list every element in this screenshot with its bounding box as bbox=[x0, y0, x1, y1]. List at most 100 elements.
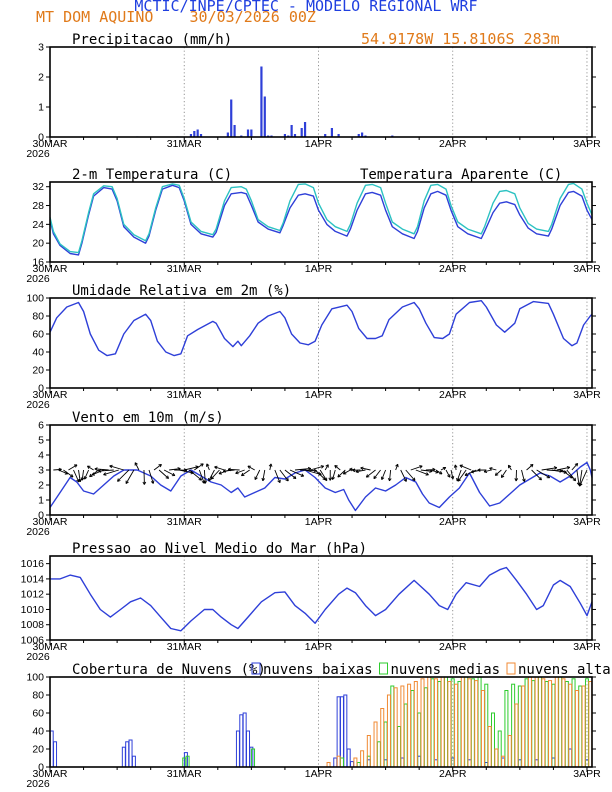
bar bbox=[554, 676, 559, 768]
bar bbox=[490, 712, 495, 768]
plot-frame bbox=[49, 297, 593, 389]
wind-arrow bbox=[254, 469, 261, 480]
bar bbox=[324, 134, 327, 137]
x-tick-label: 30MAR bbox=[32, 389, 67, 401]
panel-title: Precipitacao (mm/h) bbox=[72, 32, 232, 48]
bar bbox=[242, 712, 247, 768]
y-tick-label: 80 bbox=[32, 311, 44, 323]
panel-title: Pressao ao Nivel Medio do Mar (hPa) bbox=[72, 541, 367, 557]
y-tick-label: 1012 bbox=[21, 589, 45, 601]
wind-arrow-head bbox=[206, 463, 210, 467]
bar bbox=[524, 678, 529, 768]
bar bbox=[457, 681, 462, 768]
bar bbox=[337, 134, 340, 137]
bar bbox=[521, 685, 526, 768]
y-tick-label: 80 bbox=[32, 690, 44, 702]
legend-label: nuvens medias bbox=[391, 662, 501, 678]
y-tick-label: 16 bbox=[32, 257, 44, 269]
wind-arrow bbox=[457, 469, 467, 482]
wind-arrow bbox=[483, 469, 492, 473]
x-tick-label: 30MAR bbox=[32, 138, 67, 150]
bar bbox=[541, 678, 546, 768]
y-tick-label: 20 bbox=[32, 365, 44, 377]
wind-arrow bbox=[53, 468, 62, 471]
plot-frame bbox=[49, 676, 593, 768]
bar bbox=[578, 685, 583, 768]
wind-arrow bbox=[68, 464, 78, 471]
panel-5: 1006 1008 1010 1012 1014 1016 30MAR 31MAR 1APR 2A… bbox=[21, 541, 601, 663]
y-tick-label: 1016 bbox=[21, 558, 45, 570]
wind-arrow bbox=[489, 467, 497, 471]
wind-arrow-head bbox=[387, 478, 392, 482]
x-tick-label: 1APR bbox=[305, 641, 333, 653]
wind-arrow-head bbox=[98, 469, 102, 473]
x-tick-label: 2APR bbox=[439, 768, 467, 780]
wind-arrow bbox=[241, 469, 250, 477]
wind-arrow-head bbox=[538, 476, 542, 481]
bar bbox=[531, 680, 536, 768]
bar bbox=[283, 134, 287, 137]
bar bbox=[246, 129, 250, 137]
wind-arrow-head bbox=[285, 477, 289, 482]
x-tick-label: 31MAR bbox=[167, 516, 202, 528]
bar bbox=[360, 750, 365, 768]
y-tick-label: 2 bbox=[38, 72, 44, 84]
bar bbox=[339, 757, 344, 768]
wind-arrow bbox=[269, 463, 272, 471]
y-tick-label: 32 bbox=[32, 181, 44, 193]
bar bbox=[131, 755, 136, 768]
bar bbox=[53, 741, 58, 768]
bar bbox=[293, 134, 297, 137]
panel-6: 02040608010030MAR31MAR1APR2APR3APR4APR5A… bbox=[26, 662, 612, 790]
wind-arrow bbox=[536, 469, 550, 479]
wind-arrow-head bbox=[89, 473, 93, 478]
wind-arrow-head bbox=[360, 466, 364, 471]
wind-arrow-head bbox=[87, 465, 91, 470]
wind-arrow-head bbox=[200, 463, 204, 467]
panel-title: Cobertura de Nuvens (%) bbox=[72, 662, 266, 678]
bar bbox=[366, 735, 371, 768]
wind-arrow-head bbox=[323, 477, 328, 482]
wind-arrow-head bbox=[277, 479, 281, 484]
wind-arrow bbox=[395, 464, 399, 471]
bar bbox=[330, 128, 334, 137]
bar bbox=[336, 755, 341, 768]
wind-arrow-head bbox=[355, 469, 359, 474]
y-tick-label: 1 bbox=[38, 495, 44, 507]
wind-arrow bbox=[459, 464, 472, 471]
series-1 bbox=[136, 66, 394, 137]
bar bbox=[474, 680, 479, 768]
x-tick-label: 1APR bbox=[305, 768, 333, 780]
wind-arrow-head bbox=[80, 477, 85, 481]
wind-arrow-head bbox=[235, 470, 239, 475]
wind-arrow bbox=[223, 469, 235, 472]
y-tick-label: 1006 bbox=[21, 635, 45, 647]
panel-2: 162024283230MAR31MAR1APR2APR3APR4APR5APR… bbox=[26, 167, 601, 285]
x-tick-label: 1APR bbox=[305, 516, 333, 528]
y-tick-label: 60 bbox=[32, 329, 44, 341]
bar bbox=[534, 676, 539, 768]
series-line-1 bbox=[49, 461, 593, 512]
wind-arrow bbox=[405, 469, 416, 481]
bar bbox=[558, 676, 563, 768]
x-tick-label: 30MAR bbox=[32, 516, 67, 528]
x-tick-label: 1APR bbox=[305, 389, 333, 401]
bar bbox=[464, 676, 469, 768]
station-location: MT DOM AQUINO bbox=[36, 8, 154, 26]
bar bbox=[235, 730, 240, 768]
wind-arrow bbox=[456, 469, 462, 482]
bar bbox=[196, 129, 199, 137]
wind-arrow bbox=[188, 469, 202, 481]
wind-arrow bbox=[566, 469, 576, 482]
wind-arrow bbox=[579, 469, 588, 487]
wind-arrow-head bbox=[464, 472, 469, 477]
y-tick-label: 5 bbox=[38, 435, 44, 447]
y-tick-label: 1010 bbox=[21, 604, 45, 616]
bar bbox=[263, 96, 266, 137]
panel-title: Umidade Relativa em 2m (%) bbox=[72, 283, 291, 299]
bar bbox=[568, 683, 573, 768]
bar bbox=[561, 678, 566, 768]
wind-arrow bbox=[262, 469, 266, 481]
wind-arrow-head bbox=[222, 469, 226, 473]
